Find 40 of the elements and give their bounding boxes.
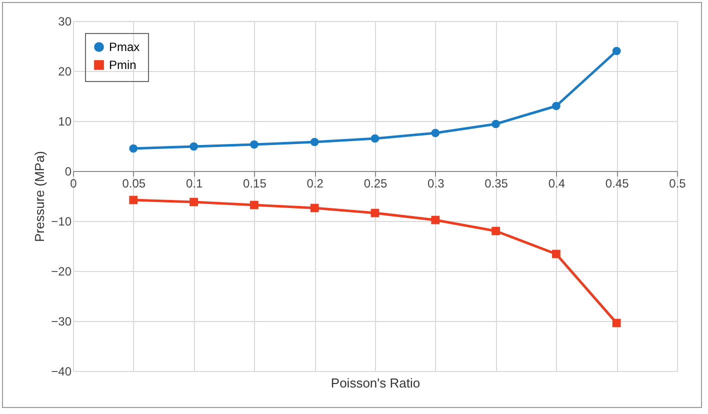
y-tick-label: 10 — [58, 114, 72, 128]
y-tick-label: 30 — [58, 14, 72, 28]
y-axis-title: Pressure (MPa) — [32, 150, 48, 242]
x-tick-label: 0.2 — [306, 176, 324, 190]
point — [552, 250, 560, 258]
point — [431, 216, 440, 224]
point — [129, 144, 138, 153]
x-tick-label: 0.45 — [605, 176, 630, 190]
x-tick-label: 0.4 — [548, 176, 566, 190]
point — [250, 200, 258, 210]
y-tick-label: −10 — [51, 214, 72, 228]
x-tick-label: 0.5 — [669, 176, 686, 190]
x-tick-label: 0.05 — [122, 176, 146, 190]
point — [129, 196, 138, 204]
point — [552, 102, 560, 110]
point — [250, 140, 258, 149]
point — [492, 120, 500, 128]
y-tick-label: −30 — [51, 314, 72, 328]
x-axis-title: Poisson's Ratio — [330, 376, 420, 390]
x-tick-label: 0.1 — [186, 176, 203, 190]
point — [612, 318, 621, 328]
x-tick-label: 0.15 — [243, 176, 267, 190]
point — [370, 134, 380, 143]
point — [370, 208, 380, 218]
y-tick-label: −40 — [51, 364, 72, 378]
point — [492, 226, 500, 236]
y-tick-label: 0 — [64, 164, 72, 178]
point — [310, 204, 319, 212]
x-tick-label: 0.35 — [484, 176, 508, 190]
point — [431, 128, 440, 138]
y-tick-label: −20 — [51, 264, 72, 278]
y-tick-label: 20 — [58, 64, 72, 78]
point — [190, 198, 198, 206]
x-tick-label: 0.25 — [364, 176, 388, 190]
point — [190, 142, 198, 151]
legend-label: Pmin — [109, 58, 136, 72]
legend-label: Pmax — [109, 40, 140, 54]
point — [310, 138, 319, 146]
point — [612, 46, 621, 56]
x-tick-label: 0.3 — [428, 176, 445, 190]
